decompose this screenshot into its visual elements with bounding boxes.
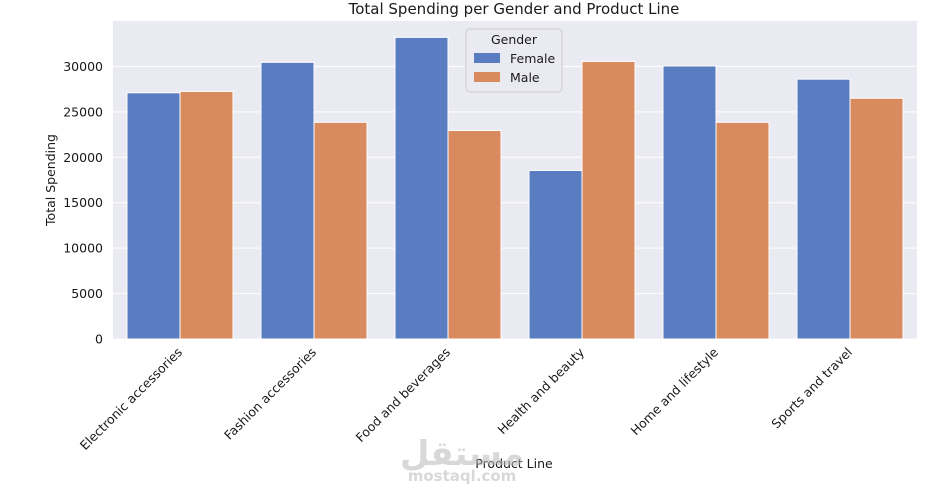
y-axis-label: Total Spending <box>43 134 58 227</box>
x-tick-label: Sports and travel <box>768 345 855 432</box>
y-tick-label: 10000 <box>63 241 103 256</box>
watermark-text: mostaql.com <box>408 467 517 485</box>
legend-swatch-male <box>474 72 500 82</box>
bar-female-3 <box>394 36 449 340</box>
chart-title: Total Spending per Gender and Product Li… <box>348 0 680 18</box>
legend-label-female: Female <box>510 51 556 66</box>
y-tick-label: 0 <box>95 332 103 347</box>
bars <box>126 36 904 340</box>
bar-female-2 <box>260 61 315 340</box>
bar-male-6 <box>849 97 904 340</box>
x-tick-label: Home and lifestyle <box>628 344 722 438</box>
watermark: مستقل mostaql.com <box>400 434 524 485</box>
x-tick-label: Electronic accessories <box>77 345 185 453</box>
bar-male-4 <box>581 60 636 340</box>
bar-male-3 <box>447 129 502 340</box>
grid-lines <box>113 65 917 340</box>
x-axis-label: Product Line <box>475 456 553 471</box>
legend-title: Gender <box>491 32 538 47</box>
legend: Gender Female Male <box>465 28 563 93</box>
y-tick-label: 20000 <box>63 150 103 165</box>
bar-male-2 <box>313 121 368 340</box>
legend-label-male: Male <box>510 70 540 85</box>
legend-swatch-female <box>474 53 500 63</box>
bar-male-5 <box>715 121 770 340</box>
bar-female-1 <box>126 92 181 340</box>
x-tick-label: Health and beauty <box>494 344 587 437</box>
y-tick-labels: 0 5000 10000 15000 20000 25000 30000 <box>63 59 103 347</box>
bar-female-6 <box>796 78 851 340</box>
y-tick-label: 25000 <box>63 104 103 119</box>
y-tick-label: 30000 <box>63 59 103 74</box>
y-tick-label: 5000 <box>71 286 103 301</box>
bar-female-5 <box>662 65 717 340</box>
bar-female-4 <box>528 169 583 340</box>
x-tick-label: Fashion accessories <box>221 345 319 443</box>
y-tick-label: 15000 <box>63 195 103 210</box>
bar-male-1 <box>179 90 234 340</box>
watermark-logo: مستقل <box>400 434 524 474</box>
x-tick-label: Food and beverages <box>353 345 453 445</box>
